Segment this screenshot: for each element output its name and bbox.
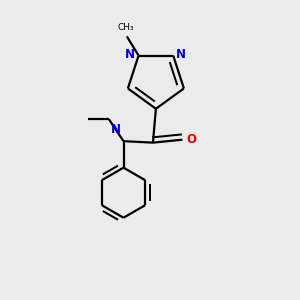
Text: CH₃: CH₃ <box>117 23 134 32</box>
Text: N: N <box>125 47 135 61</box>
Text: N: N <box>111 123 121 136</box>
Text: O: O <box>186 133 196 146</box>
Text: N: N <box>176 47 186 61</box>
